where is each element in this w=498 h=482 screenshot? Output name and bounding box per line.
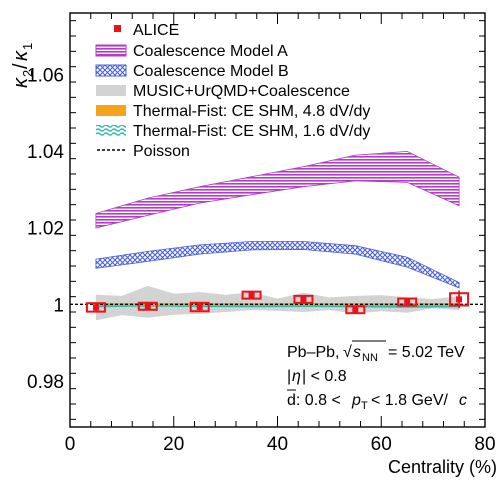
- x-tick-label: 80: [474, 434, 495, 455]
- alice-marker: [144, 303, 151, 310]
- legend-label: ALICE: [133, 22, 179, 39]
- svg-text:κ: κ: [10, 50, 32, 61]
- legend-swatch-coalescence-b: [95, 64, 127, 77]
- legend-swatch-alice: [114, 25, 121, 32]
- legend: ALICE Coalescence Model A Coalescence Mode…: [95, 22, 370, 160]
- y-tick-label: 1.02: [27, 219, 64, 240]
- alice-point: [137, 301, 158, 311]
- svg-text:κ: κ: [10, 77, 32, 88]
- legend-label: Thermal-Fist: CE SHM, 1.6 dV/dy: [133, 123, 370, 140]
- legend-swatch-thermal-fist-4-8: [96, 105, 126, 116]
- alice-marker: [404, 299, 411, 306]
- legend-item: MUSIC+UrQMD+Coalescence: [96, 83, 350, 100]
- svg-text:1: 1: [20, 43, 35, 50]
- legend-label: MUSIC+UrQMD+Coalescence: [133, 83, 350, 100]
- alice-sys-box: [397, 297, 418, 307]
- svg-text:η: η: [292, 368, 301, 385]
- legend-item: Thermal-Fist: CE SHM, 1.6 dV/dy: [96, 123, 370, 140]
- legend-item: Thermal-Fist: CE SHM, 4.8 dV/dy: [96, 103, 370, 120]
- legend-item: Poisson: [97, 143, 190, 160]
- alice-marker: [196, 304, 203, 311]
- alice-point: [293, 294, 314, 304]
- axis-ticks: 0 20 40 60 80 0.98 1 1.02 1.04 1.06: [27, 13, 496, 455]
- svg-text:|: |: [287, 368, 291, 385]
- svg-text:T: T: [361, 400, 368, 412]
- annotation-system: Pb–Pb, √ s NN = 5.02 TeV: [287, 340, 465, 364]
- y-tick-label: 1: [53, 295, 64, 316]
- y-axis-label: κ 2 / κ 1: [10, 43, 35, 88]
- alice-sys-box: [293, 294, 314, 304]
- y-tick-label: 1.04: [27, 142, 64, 163]
- band-coalescence-a: [95, 150, 460, 229]
- svg-text:s: s: [353, 344, 361, 361]
- svg-text:/: /: [10, 63, 32, 69]
- alice-marker: [352, 306, 359, 313]
- x-tick-label: 40: [267, 434, 288, 455]
- svg-text:NN: NN: [362, 352, 378, 364]
- alice-sys-box: [345, 305, 366, 315]
- svg-text:c: c: [459, 392, 467, 409]
- alice-marker: [456, 296, 463, 303]
- alice-point: [241, 290, 262, 300]
- svg-text:p: p: [351, 392, 361, 409]
- alice-point: [449, 290, 470, 309]
- band-coalescence-b: [95, 241, 460, 289]
- legend-label: Coalescence Model B: [133, 63, 289, 80]
- legend-swatch-thermal-fist-1-6: [96, 125, 126, 136]
- alice-point: [189, 301, 210, 313]
- x-tick-label: 20: [163, 434, 184, 455]
- y-tick-label: 1.06: [27, 65, 64, 86]
- plot-area: [70, 150, 485, 321]
- annotation-eta: | η | < 0.8: [287, 368, 347, 385]
- alice-sys-box: [241, 290, 262, 300]
- legend-swatch-music: [96, 85, 126, 96]
- legend-label: Poisson: [133, 143, 190, 160]
- x-axis-label: Centrality (%): [388, 457, 497, 477]
- annotation-pt: d: 0.8 < p T < 1.8 GeV/ c: [287, 389, 467, 412]
- svg-text:d: 0.8 <: d: 0.8 <: [287, 392, 341, 409]
- legend-swatch-coalescence-a: [95, 44, 127, 57]
- y-tick-label: 0.98: [27, 372, 64, 393]
- alice-point: [345, 305, 366, 315]
- alice-marker: [300, 296, 307, 303]
- svg-text:< 1.8 GeV/: < 1.8 GeV/: [371, 392, 448, 409]
- alice-point: [397, 297, 418, 307]
- svg-text:√: √: [343, 344, 352, 361]
- legend-item: Coalescence Model A: [95, 43, 288, 60]
- alice-sys-box: [137, 301, 158, 311]
- svg-text:Pb–Pb,: Pb–Pb,: [287, 344, 339, 361]
- alice-marker: [248, 292, 255, 299]
- alice-sys-box: [189, 301, 210, 313]
- svg-text:| < 0.8: | < 0.8: [302, 368, 347, 385]
- legend-label: Thermal-Fist: CE SHM, 4.8 dV/dy: [133, 103, 370, 120]
- x-tick-label: 60: [371, 434, 392, 455]
- alice-marker: [92, 304, 99, 311]
- alice-sys-box: [449, 292, 470, 307]
- legend-item: ALICE: [114, 22, 179, 39]
- svg-text:2: 2: [20, 70, 35, 77]
- legend-item: Coalescence Model B: [95, 63, 289, 80]
- legend-label: Coalescence Model A: [133, 43, 288, 60]
- svg-text:= 5.02 TeV: = 5.02 TeV: [388, 344, 465, 361]
- alice-sys-box: [85, 302, 106, 313]
- x-tick-label: 0: [65, 434, 76, 455]
- alice-point: [85, 302, 106, 313]
